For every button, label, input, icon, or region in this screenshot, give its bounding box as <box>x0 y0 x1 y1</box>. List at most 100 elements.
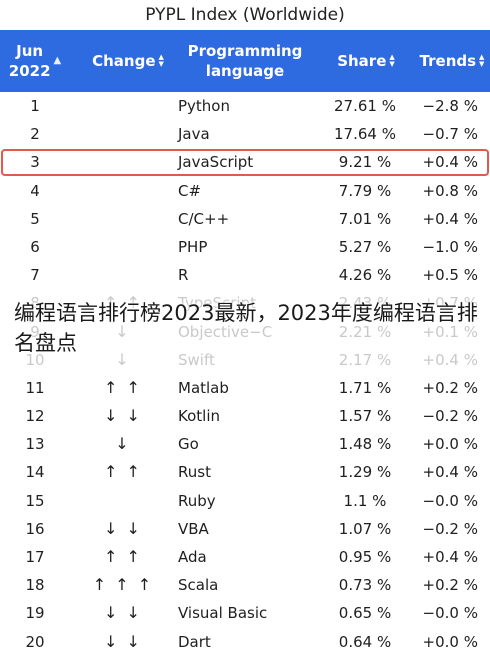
change-cell: ↑ ↑ <box>104 547 142 566</box>
table-row: 7 R 4.26 % +0.5 % <box>0 261 490 289</box>
language-cell: Python <box>178 97 230 115</box>
change-cell <box>78 205 168 233</box>
trend-cell: +0.0 % <box>422 632 478 651</box>
table-row: 15 Ruby 1.1 % −0.0 % <box>0 487 490 515</box>
change-cell <box>78 233 168 261</box>
trend-cell: −2.8 % <box>422 97 478 115</box>
trend-cell: +0.8 % <box>422 181 478 200</box>
language-cell: Ada <box>178 548 207 566</box>
table-row: 11 ↑ ↑ Matlab 1.71 % +0.2 % <box>0 374 490 402</box>
rank-cell: 12 <box>25 407 45 426</box>
change-cell: ↓ <box>115 321 131 341</box>
share-cell: 1.07 % <box>338 519 392 538</box>
change-header-label: Change <box>92 52 156 70</box>
share-column-header[interactable]: Share ▲ ▼ <box>318 30 414 92</box>
table-row: 19 ↓ ↓ Visual Basic 0.65 % −0.0 % <box>0 599 490 627</box>
share-cell: 2.21 % <box>338 322 392 341</box>
share-cell: 1.48 % <box>338 435 392 454</box>
language-cell: C# <box>178 181 202 200</box>
language-cell: Swift <box>178 350 215 369</box>
language-cell: Scala <box>178 576 219 595</box>
share-cell: 0.73 % <box>338 576 392 595</box>
sort-up-icon: ▲ <box>53 55 62 66</box>
change-cell: ↓ ↓ <box>104 406 142 426</box>
rank-cell: 14 <box>25 463 45 482</box>
sort-icon: ▲ ▼ <box>389 53 395 68</box>
language-cell: TypeScript <box>178 294 256 313</box>
language-cell: Rust <box>178 463 211 482</box>
rank-cell: 6 <box>30 237 40 256</box>
rank-cell: 20 <box>25 632 45 651</box>
share-cell: 1.29 % <box>338 463 392 482</box>
rank-cell: 18 <box>25 576 45 595</box>
table-row: 14 ↑ ↑ Rust 1.29 % +0.4 % <box>0 458 490 486</box>
table-title: PYPL Index (Worldwide) <box>145 5 345 25</box>
table-row: 8 ↑ ↑ TypeScript 2.43 % +0.7 % <box>0 289 490 317</box>
rank-cell: 2 <box>30 125 40 144</box>
change-cell: ↓ <box>115 349 131 369</box>
trend-cell: −0.7 % <box>422 125 478 144</box>
change-cell: ↑ ↑ <box>104 377 142 397</box>
trends-header-label: Trends <box>419 52 477 70</box>
change-cell: ↑ ↑ <box>104 462 142 482</box>
rank-cell: 16 <box>25 519 45 538</box>
trend-cell: +0.5 % <box>422 266 478 285</box>
language-cell: PHP <box>178 237 208 256</box>
language-cell: Kotlin <box>178 407 220 426</box>
rank-cell: 7 <box>30 266 40 285</box>
trends-column-header[interactable]: Trends ▲ ▼ <box>414 30 490 92</box>
change-cell <box>78 148 168 176</box>
share-cell: 0.65 % <box>338 604 392 623</box>
change-cell: ↓ ↓ <box>104 631 142 651</box>
rank-header-year: 2022 <box>8 62 51 80</box>
trend-cell: −1.0 % <box>422 237 478 256</box>
table-row: 17 ↑ ↑ Ada 0.95 % +0.4 % <box>0 543 490 571</box>
sort-icon: ▲ ▼ <box>158 53 164 68</box>
table-row: 10 ↓ Swift 2.17 % +0.4 % <box>0 346 490 374</box>
rank-cell: 10 <box>25 350 45 369</box>
table-row: 18 ↑ ↑ ↑ Scala 0.73 % +0.2 % <box>0 571 490 599</box>
share-cell: 2.43 % <box>338 294 392 313</box>
trend-cell: −0.2 % <box>422 407 478 426</box>
share-header-label: Share <box>337 52 387 70</box>
share-cell: 5.27 % <box>338 237 392 256</box>
trend-cell: +0.7 % <box>422 294 478 313</box>
table-row: 16 ↓ ↓ VBA 1.07 % −0.2 % <box>0 515 490 543</box>
language-cell: R <box>178 266 189 285</box>
table-row: 12 ↓ ↓ Kotlin 1.57 % −0.2 % <box>0 402 490 430</box>
language-cell: Java <box>178 125 210 144</box>
change-column-header[interactable]: Change ▲ ▼ <box>78 30 178 92</box>
table-row: 2 Java 17.64 % −0.7 % <box>0 120 490 148</box>
table-row: 1 Python 27.61 % −2.8 % <box>0 92 490 120</box>
share-cell: 9.21 % <box>338 153 392 172</box>
change-cell: ↓ <box>115 434 131 454</box>
change-cell <box>78 177 168 205</box>
language-cell: Matlab <box>178 378 229 397</box>
rank-cell: 4 <box>30 181 40 200</box>
change-cell <box>78 120 168 148</box>
language-header-line1: Programming <box>187 42 303 60</box>
share-cell: 17.64 % <box>334 125 396 144</box>
rank-cell: 1 <box>30 97 40 115</box>
rank-header-month: Jun <box>16 42 44 60</box>
rank-cell: 13 <box>25 435 45 454</box>
rank-cell: 9 <box>30 322 40 341</box>
share-cell: 1.1 % <box>343 491 387 510</box>
table-row: 13 ↓ Go 1.48 % +0.0 % <box>0 430 490 458</box>
rank-cell: 8 <box>30 294 40 313</box>
table-row: 20 ↓ ↓ Dart 0.64 % +0.0 % <box>0 628 490 656</box>
language-cell: VBA <box>178 519 209 538</box>
language-header-line2: language <box>205 62 285 80</box>
trend-cell: +0.4 % <box>422 153 478 172</box>
trend-cell: −0.0 % <box>422 604 478 623</box>
rank-cell: 19 <box>25 604 45 623</box>
overlay-caption: 编程语言排行榜2023最新，2023年度编程语言排名盘点 <box>14 301 478 355</box>
trend-cell: −0.2 % <box>422 519 478 538</box>
language-column-header[interactable]: Programming language <box>180 30 310 92</box>
rank-column-header[interactable]: Jun 2022 ▲ <box>0 30 70 92</box>
table-row: 6 PHP 5.27 % −1.0 % <box>0 233 490 261</box>
share-cell: 0.95 % <box>338 548 392 566</box>
share-cell: 4.26 % <box>338 266 392 285</box>
language-cell: Ruby <box>178 491 216 510</box>
language-cell: Visual Basic <box>178 604 268 623</box>
